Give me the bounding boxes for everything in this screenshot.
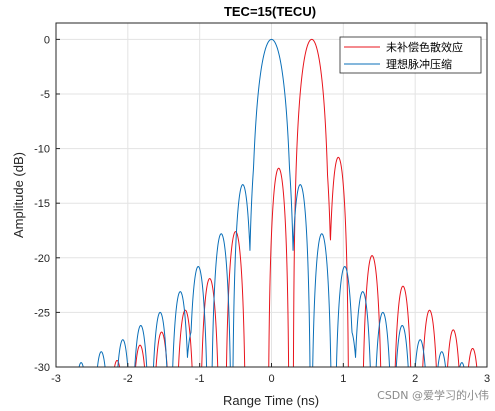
x-tick-label: -3 — [51, 373, 61, 385]
series-group — [78, 38, 478, 367]
x-tick-label: 3 — [484, 373, 490, 385]
x-tick-label: 0 — [268, 373, 274, 385]
watermark: CSDN @爱学习的小伟 — [377, 388, 489, 402]
legend-box — [339, 36, 482, 74]
y-tick-label: -25 — [34, 307, 50, 319]
y-tick-label: -5 — [40, 89, 50, 101]
y-tick-label: -15 — [34, 198, 50, 210]
x-tick-label: -2 — [123, 373, 133, 385]
plot-area: -3 -2 -1 0 1 2 30-5-10-15-20-25-30 — [34, 22, 490, 385]
series-line-uncompensated — [114, 38, 478, 367]
ticks: -3 -2 -1 0 1 2 30-5-10-15-20-25-30 — [34, 34, 490, 385]
y-tick-label: -20 — [34, 253, 50, 265]
x-tick-label: 1 — [340, 373, 346, 385]
y-tick-label: 0 — [44, 34, 50, 46]
chart-title: TEC=15(TECU) — [224, 4, 316, 19]
series-line-ideal — [78, 38, 465, 367]
legend: 未补偿色散效应 理想脉冲压缩 — [339, 36, 482, 74]
y-axis-label: Amplitude (dB) — [11, 152, 26, 238]
legend-label-uncompensated: 未补偿色散效应 — [386, 40, 463, 54]
x-tick-label: 2 — [412, 373, 418, 385]
legend-label-ideal: 理想脉冲压缩 — [386, 57, 452, 71]
y-tick-label: -10 — [34, 144, 50, 156]
x-axis-label: Range Time (ns) — [223, 393, 319, 408]
x-tick-label: -1 — [195, 373, 205, 385]
y-tick-label: -30 — [34, 362, 50, 374]
